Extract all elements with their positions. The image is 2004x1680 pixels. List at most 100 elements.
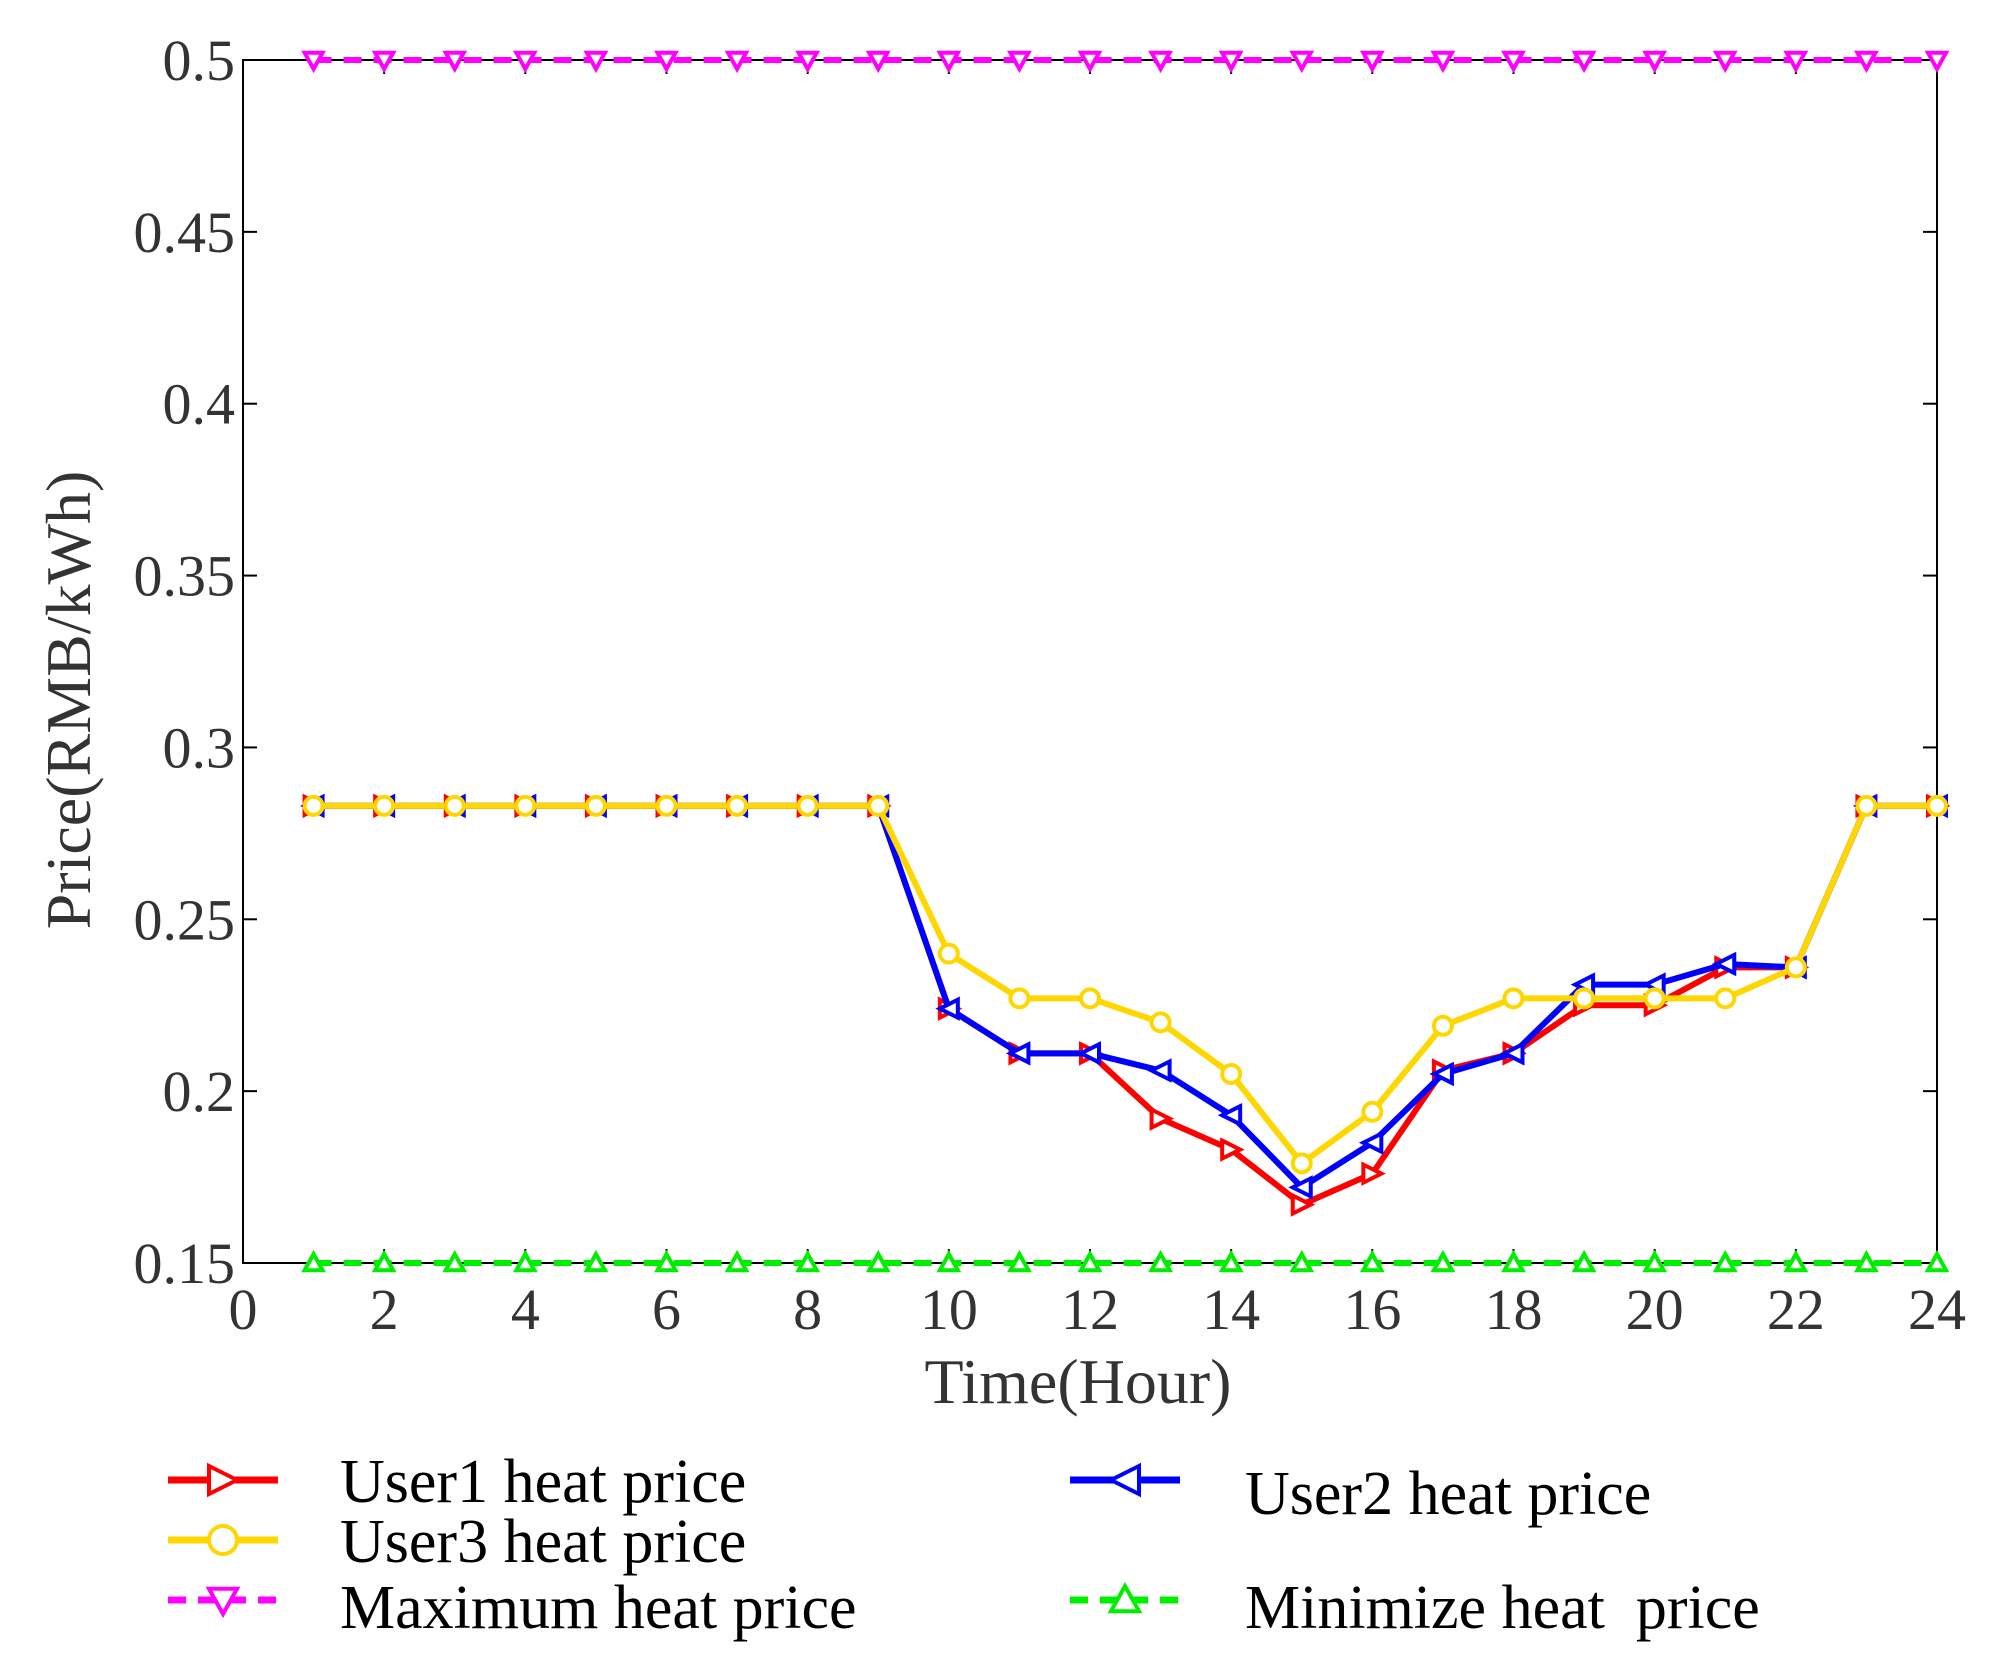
y-tick-label: 0.2 xyxy=(163,1059,236,1124)
series-user1-heat-price xyxy=(302,793,1951,1217)
data-point xyxy=(1358,1130,1384,1155)
data-point xyxy=(1290,1152,1313,1175)
data-point xyxy=(1288,1175,1313,1200)
data-point xyxy=(583,1249,609,1273)
data-point xyxy=(514,794,537,817)
data-point xyxy=(1220,1062,1243,1085)
data-point xyxy=(1007,1249,1032,1273)
x-axis-title: Time(Hour) xyxy=(925,1346,1232,1417)
data-point xyxy=(1501,50,1526,74)
legend-item: Minimize heat price xyxy=(1070,1574,1760,1642)
data-point xyxy=(1220,1137,1245,1162)
series-minimize-heat-price xyxy=(301,1249,1950,1273)
x-tick-label: 0 xyxy=(229,1277,258,1342)
legend-label: Minimize heat price xyxy=(1245,1574,1760,1642)
data-point xyxy=(1149,1106,1175,1131)
data-point xyxy=(302,794,325,817)
data-point xyxy=(1711,951,1737,977)
data-point xyxy=(1359,50,1385,74)
data-point xyxy=(937,942,960,965)
data-point xyxy=(442,50,468,74)
data-point xyxy=(1289,50,1315,74)
data-point xyxy=(724,1249,750,1273)
data-point xyxy=(1571,1249,1597,1273)
x-tick-label: 24 xyxy=(1908,1277,1966,1342)
data-point xyxy=(1290,1192,1316,1217)
x-tick-label: 16 xyxy=(1343,1277,1401,1342)
data-point xyxy=(1007,50,1032,74)
y-tick-label: 0.4 xyxy=(163,372,236,437)
data-point xyxy=(1218,50,1244,74)
data-point xyxy=(1783,1249,1809,1273)
data-point xyxy=(373,794,396,817)
data-point xyxy=(1712,50,1738,74)
data-point xyxy=(1643,987,1666,1010)
data-point xyxy=(1714,987,1737,1010)
data-point xyxy=(1148,1249,1173,1273)
data-point xyxy=(512,1249,538,1273)
data-point xyxy=(1854,50,1879,74)
data-point xyxy=(442,1249,468,1273)
y-tick-label: 0.25 xyxy=(134,887,236,952)
data-point xyxy=(1076,1041,1101,1066)
data-point xyxy=(1784,956,1807,979)
plot-area xyxy=(242,59,1938,1264)
legend-item: User2 heat price xyxy=(1070,1460,1651,1528)
series-layer xyxy=(300,50,1951,1273)
data-point xyxy=(795,1249,821,1273)
x-tick-label: 14 xyxy=(1202,1277,1260,1342)
x-tick-label: 6 xyxy=(652,1277,681,1342)
x-tick-label: 8 xyxy=(793,1277,822,1342)
plot-border xyxy=(242,59,1938,1264)
data-point xyxy=(301,1249,326,1273)
data-point xyxy=(795,50,821,74)
legend-label: User2 heat price xyxy=(1245,1460,1651,1528)
data-point xyxy=(1431,1014,1454,1037)
series-line xyxy=(313,802,1937,1167)
data-point xyxy=(1924,50,1950,74)
data-point xyxy=(865,1249,891,1273)
x-tick-label: 10 xyxy=(920,1277,978,1342)
legend-item: User3 heat price xyxy=(168,1508,746,1576)
data-point xyxy=(1077,50,1103,74)
legend-marker xyxy=(207,1462,242,1498)
x-tick-label: 20 xyxy=(1626,1277,1684,1342)
data-point xyxy=(1855,794,1878,817)
data-point xyxy=(724,50,750,74)
data-point xyxy=(1005,1041,1031,1066)
data-point xyxy=(796,794,819,817)
data-point xyxy=(1571,50,1597,74)
data-point xyxy=(1642,1249,1668,1273)
data-point xyxy=(1361,1100,1384,1123)
data-point xyxy=(1502,987,1525,1010)
data-point xyxy=(1217,1102,1243,1128)
legend: User1 heat price User2 heat price User3 he… xyxy=(168,1448,1760,1642)
data-point xyxy=(1429,1061,1454,1087)
data-point xyxy=(1149,1011,1172,1034)
data-point xyxy=(512,50,538,74)
data-point xyxy=(1783,50,1809,74)
legend-label: Maximum heat price xyxy=(340,1574,857,1642)
data-point xyxy=(654,50,679,74)
legend-label: User3 heat price xyxy=(340,1508,746,1576)
legend-marker xyxy=(1107,1581,1143,1614)
data-point xyxy=(1430,1249,1456,1273)
legend-marker xyxy=(207,1524,239,1556)
y-tick-label: 0.45 xyxy=(134,200,236,265)
data-point xyxy=(1148,50,1173,74)
y-tick-label: 0.5 xyxy=(163,28,236,93)
y-axis-title: Price(RMB/kWh) xyxy=(33,471,104,930)
data-point xyxy=(1924,1249,1950,1273)
data-point xyxy=(371,50,397,74)
axis-ticks: 0 2 4 6 8 10 12 14 16 18 20 22 240.150.20.250.30.350… xyxy=(134,28,1967,1342)
data-point xyxy=(655,794,678,817)
data-point xyxy=(936,1249,962,1273)
data-point xyxy=(1501,1249,1526,1273)
data-point xyxy=(1430,50,1456,74)
data-point xyxy=(936,50,962,74)
data-point xyxy=(583,50,609,74)
data-point xyxy=(1712,1249,1738,1273)
data-point xyxy=(935,996,960,1021)
data-point xyxy=(1077,1249,1103,1273)
